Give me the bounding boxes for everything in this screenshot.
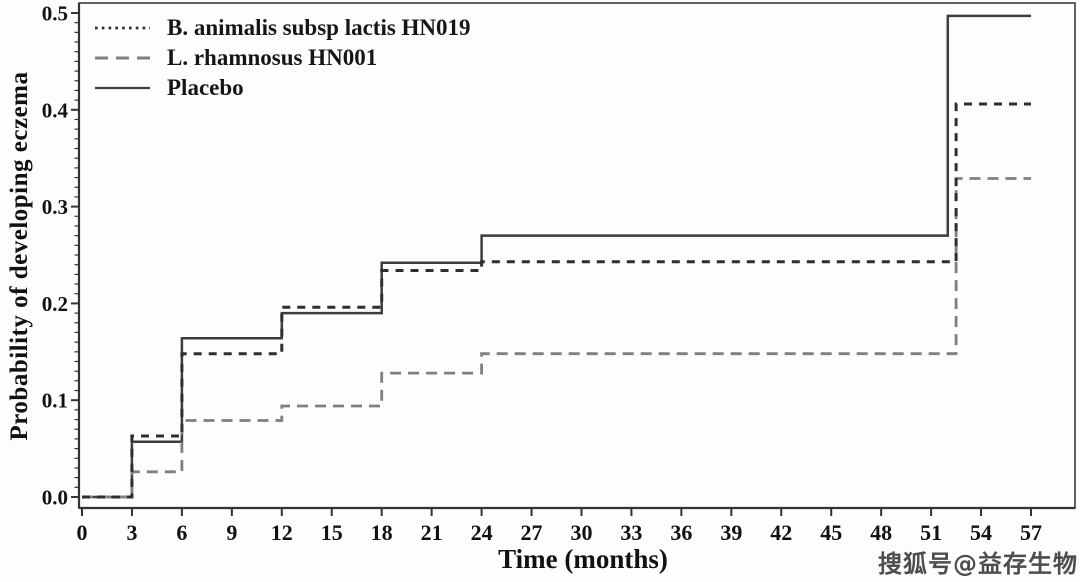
y-tick-label: 0.3: [42, 195, 68, 219]
x-tick-label: 27: [521, 520, 543, 545]
x-tick-label: 30: [570, 520, 592, 545]
x-axis-ticks: 0 3 6 9 12 15 18 21 24 27 30 33 36 39 42 45 48 51 54 57: [77, 508, 1042, 545]
hn019-dotted-line-icon: [95, 26, 150, 30]
x-tick-label: 6: [176, 520, 187, 545]
legend-label-hn019: B. animalis subsp lactis HN019: [167, 15, 471, 40]
legend-item-hn001: L. rhamnosus HN001: [94, 43, 471, 73]
x-tick-label: 48: [870, 520, 892, 545]
x-tick-label: 0: [77, 520, 88, 545]
y-axis-title: Probability of developing eczema: [6, 71, 33, 441]
x-tick-label: 21: [421, 520, 443, 545]
x-tick-label: 45: [820, 520, 842, 545]
x-axis-title: Time (months): [498, 544, 668, 574]
legend-item-placebo: Placebo: [94, 73, 471, 103]
legend-item-hn019: B. animalis subsp lactis HN019: [94, 13, 471, 43]
x-tick-label: 57: [1020, 520, 1042, 545]
x-tick-label: 39: [720, 520, 742, 545]
placebo-curve: [82, 14, 1031, 499]
hn019-curve: [82, 102, 1031, 499]
y-axis-ticks: 0.0 0.1 0.2 0.3 0.4 0.5: [42, 2, 79, 510]
x-tick-label: 9: [226, 520, 237, 545]
x-tick-label: 15: [321, 520, 343, 545]
y-tick-label: 0.1: [42, 389, 68, 413]
y-tick-label: 0.4: [42, 98, 69, 122]
x-tick-label: 36: [670, 520, 692, 545]
y-tick-label: 0.0: [42, 486, 68, 510]
x-tick-label: 51: [920, 520, 942, 545]
watermark: 搜狐号@益存生物: [878, 550, 1078, 578]
x-tick-label: 12: [271, 520, 293, 545]
y-tick-label: 0.2: [42, 292, 68, 316]
x-tick-label: 3: [126, 520, 137, 545]
x-tick-label: 42: [770, 520, 792, 545]
legend: B. animalis subsp lactis HN019 L. rhamno…: [94, 13, 471, 103]
x-tick-label: 33: [620, 520, 642, 545]
x-tick-label: 18: [371, 520, 393, 545]
x-tick-label: 54: [970, 520, 992, 545]
x-tick-label: 24: [471, 520, 493, 545]
legend-label-placebo: Placebo: [167, 75, 244, 100]
hn001-dashed-line-icon: [95, 56, 150, 60]
hn001-curve: [82, 177, 1031, 499]
y-tick-label: 0.5: [42, 2, 68, 26]
legend-label-hn001: L. rhamnosus HN001: [167, 45, 378, 70]
placebo-solid-line-icon: [95, 86, 150, 90]
